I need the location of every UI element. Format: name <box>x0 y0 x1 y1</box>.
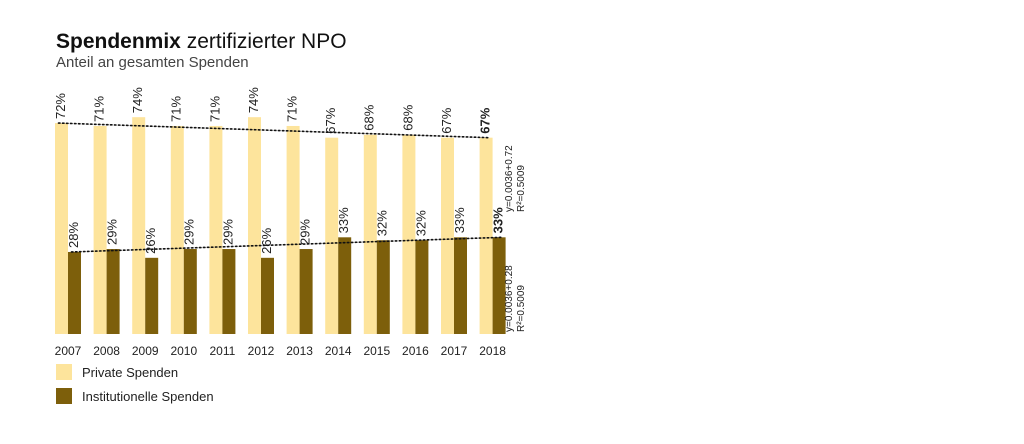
chart-title: Spendenmix zertifizierter NPO <box>56 30 347 54</box>
data-label-private-2017: 67% <box>439 107 454 133</box>
bar-institutional-2017 <box>454 237 467 334</box>
bar-institutional-2010 <box>183 249 197 334</box>
data-label-institutional-2009: 26% <box>143 227 158 253</box>
data-label-private-2012: 74% <box>246 87 261 113</box>
data-label-private-2010: 71% <box>169 96 184 122</box>
bar-institutional-2013 <box>299 249 313 334</box>
legend-item-institutional: Institutionelle Spenden <box>56 388 214 404</box>
bar-private-2007 <box>55 123 68 334</box>
bar-institutional-2009 <box>145 257 159 334</box>
trendline-institutional <box>70 236 503 253</box>
x-tick-2013: 2013 <box>286 344 313 358</box>
data-label-institutional-2011: 29% <box>220 219 235 245</box>
legend-swatch-private <box>56 364 72 380</box>
bar-private-2017 <box>441 137 454 334</box>
x-tick-2010: 2010 <box>170 344 197 358</box>
bar-institutional-2018 <box>492 237 506 334</box>
x-tick-2011: 2011 <box>209 344 235 358</box>
data-label-private-2016: 68% <box>400 104 415 130</box>
data-label-institutional-2007: 28% <box>66 222 81 248</box>
bar-private-2013 <box>286 125 300 334</box>
x-tick-2014: 2014 <box>325 344 352 358</box>
data-label-institutional-2012: 26% <box>259 227 274 253</box>
data-label-institutional-2018: 33% <box>491 207 506 233</box>
bar-institutional-2011 <box>222 249 236 334</box>
trendline-equation-private: y=0.0036+0.72 <box>504 145 515 212</box>
data-label-private-2015: 68% <box>362 104 377 130</box>
x-tick-2012: 2012 <box>248 344 275 358</box>
legend-label-institutional: Institutionelle Spenden <box>82 388 214 404</box>
bar-private-2016 <box>402 134 416 334</box>
x-tick-2008: 2008 <box>93 344 120 358</box>
bar-institutional-2016 <box>415 240 429 334</box>
data-label-institutional-2017: 33% <box>452 207 467 233</box>
bar-private-2015 <box>363 134 377 334</box>
data-label-private-2011: 71% <box>207 96 222 122</box>
bar-institutional-2015 <box>376 240 390 334</box>
trendline-private <box>57 122 490 139</box>
bar-private-2010 <box>170 125 184 334</box>
data-label-private-2009: 74% <box>130 87 145 113</box>
data-label-private-2018: 67% <box>478 107 493 133</box>
data-label-institutional-2010: 29% <box>182 219 197 245</box>
chart-title-bold: Spendenmix <box>56 30 181 53</box>
x-tick-2018: 2018 <box>479 344 506 358</box>
x-tick-2015: 2015 <box>363 344 390 358</box>
data-label-institutional-2008: 29% <box>105 219 120 245</box>
bar-institutional-2012 <box>261 257 274 334</box>
data-label-private-2013: 71% <box>285 96 300 122</box>
data-label-private-2007: 72% <box>53 93 68 119</box>
data-label-institutional-2014: 33% <box>336 207 351 233</box>
bar-private-2008 <box>93 125 107 334</box>
data-label-institutional-2016: 32% <box>413 210 428 236</box>
legend-swatch-institutional <box>56 388 72 404</box>
bar-private-2009 <box>132 117 146 335</box>
data-label-private-2014: 67% <box>323 107 338 133</box>
x-tick-2007: 2007 <box>55 344 82 358</box>
chart-title-rest: zertifizierter NPO <box>180 30 347 53</box>
trendline-r2-institutional: R²=0.5009 <box>516 285 527 332</box>
legend-label-private: Private Spenden <box>82 364 179 380</box>
bar-private-2014 <box>325 137 339 334</box>
trendline-r2-private: R²=0.5009 <box>516 165 527 212</box>
data-label-institutional-2015: 32% <box>375 210 390 236</box>
x-tick-2016: 2016 <box>402 344 429 358</box>
data-label-private-2008: 71% <box>92 96 107 122</box>
bar-institutional-2008 <box>106 249 120 334</box>
bar-private-2011 <box>209 125 223 334</box>
legend-item-private: Private Spenden <box>56 364 178 380</box>
chart-subtitle: Anteil an gesamten Spenden <box>56 54 249 71</box>
trendline-equation-institutional: y=0.0036+0.28 <box>504 265 515 332</box>
x-tick-2009: 2009 <box>132 344 159 358</box>
x-tick-2017: 2017 <box>441 344 468 358</box>
bar-private-2012 <box>248 117 261 335</box>
bar-institutional-2014 <box>338 237 352 334</box>
bar-institutional-2007 <box>68 251 81 334</box>
data-label-institutional-2013: 29% <box>298 219 313 245</box>
bar-private-2018 <box>479 137 493 334</box>
